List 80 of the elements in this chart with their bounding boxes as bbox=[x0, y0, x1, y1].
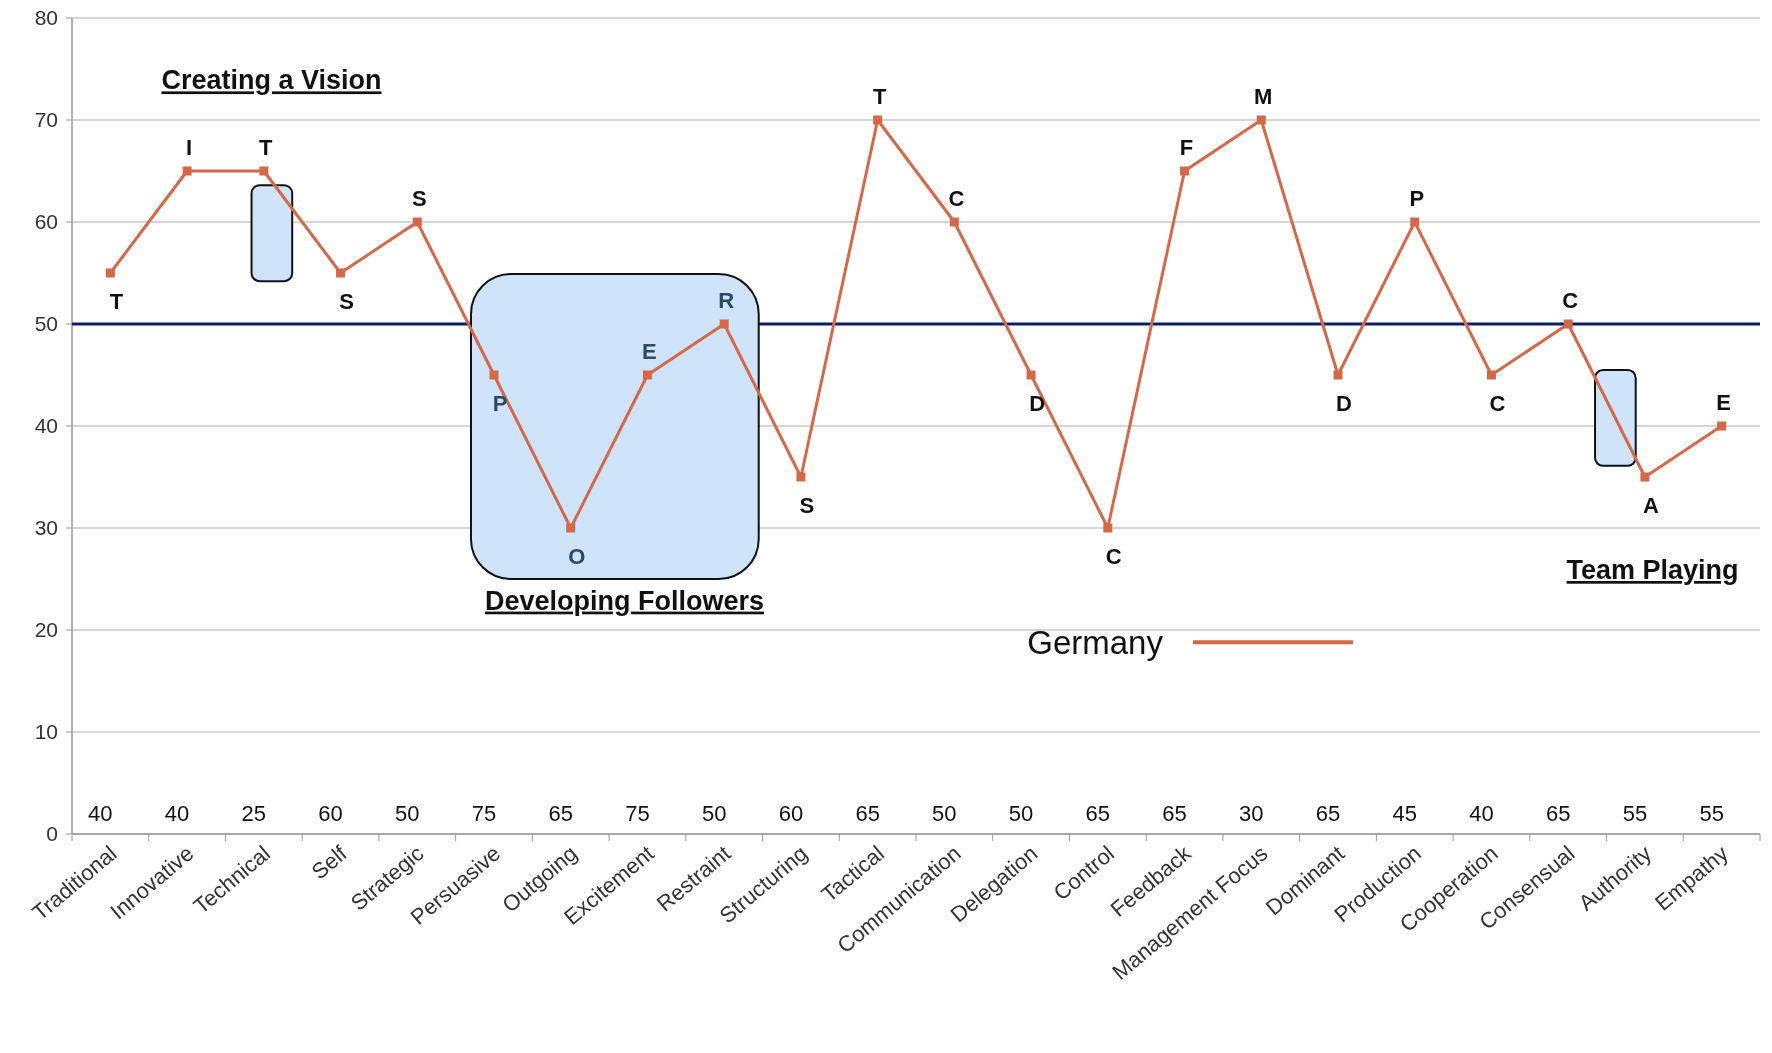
point bbox=[1026, 370, 1036, 380]
point bbox=[489, 370, 499, 380]
point bbox=[1486, 370, 1496, 380]
annotation: C bbox=[1562, 288, 1579, 313]
annotation: C bbox=[948, 186, 965, 211]
annotation: S bbox=[411, 186, 427, 211]
x-tick-label: Self bbox=[306, 840, 353, 885]
annotation: Developing Followers bbox=[484, 585, 764, 616]
annotation: 50 bbox=[932, 801, 957, 827]
annotation: 40 bbox=[164, 801, 190, 827]
annotation: P bbox=[492, 391, 508, 416]
point bbox=[566, 523, 576, 533]
annotation: 50 bbox=[701, 801, 727, 827]
point bbox=[1640, 472, 1650, 482]
annotation: M bbox=[1254, 84, 1273, 109]
annotation: 60 bbox=[778, 801, 804, 827]
annotation: 75 bbox=[625, 801, 650, 827]
y-tick-label: 30 bbox=[34, 516, 58, 540]
annotation: T bbox=[872, 84, 887, 109]
y-tick-label: 40 bbox=[34, 414, 58, 438]
annotation: E bbox=[1716, 390, 1731, 415]
annotation: 60 bbox=[318, 801, 343, 827]
annotation: C bbox=[1489, 391, 1506, 416]
annotation: T bbox=[259, 135, 274, 160]
point bbox=[1256, 115, 1266, 125]
y-tick-label: 80 bbox=[34, 6, 58, 30]
point bbox=[1333, 370, 1343, 380]
annotation: 75 bbox=[471, 801, 497, 827]
y-tick-label: 60 bbox=[34, 210, 58, 234]
annotation: C bbox=[1105, 544, 1122, 569]
annotation: 50 bbox=[395, 801, 420, 827]
annotation: R bbox=[718, 288, 735, 313]
point bbox=[1180, 166, 1190, 176]
annotation: 40 bbox=[88, 801, 113, 827]
annotation: 65 bbox=[1315, 801, 1341, 827]
annotation: T bbox=[109, 289, 124, 314]
y-tick-label: 70 bbox=[34, 108, 58, 132]
point bbox=[719, 319, 729, 329]
y-tick-label: 50 bbox=[34, 312, 58, 336]
point bbox=[642, 370, 652, 380]
annotation: F bbox=[1179, 135, 1194, 160]
annotation: 25 bbox=[241, 801, 267, 827]
annotation: Creating a Vision bbox=[161, 65, 382, 96]
annotation: Team Playing bbox=[1566, 555, 1739, 585]
annotation: D bbox=[1029, 391, 1046, 416]
annotation: 65 bbox=[1085, 801, 1111, 827]
point bbox=[1103, 523, 1113, 533]
annotation: 55 bbox=[1622, 801, 1648, 827]
point bbox=[105, 268, 115, 278]
point bbox=[182, 166, 192, 176]
point bbox=[259, 166, 269, 176]
annotation: S bbox=[799, 493, 815, 518]
point bbox=[1717, 421, 1727, 431]
point bbox=[1563, 319, 1573, 329]
annotation: 65 bbox=[548, 801, 573, 827]
annotation: D bbox=[1336, 391, 1352, 416]
annotation: 45 bbox=[1392, 801, 1417, 827]
y-tick-label: 20 bbox=[34, 618, 58, 642]
annotation: O bbox=[568, 544, 586, 569]
point bbox=[412, 217, 422, 227]
annotation: I bbox=[186, 135, 193, 160]
annotation: A bbox=[1642, 493, 1659, 518]
point bbox=[1410, 217, 1420, 227]
point bbox=[873, 115, 883, 125]
annotation: 65 bbox=[1545, 801, 1571, 827]
y-tick-label: 10 bbox=[34, 720, 58, 744]
annotation: 40 bbox=[1469, 801, 1494, 827]
annotation: 50 bbox=[1008, 801, 1034, 827]
annotation: 65 bbox=[855, 801, 880, 827]
point bbox=[796, 472, 806, 482]
y-tick-label: 0 bbox=[46, 822, 58, 846]
annotation: E bbox=[642, 339, 657, 364]
annotation: 30 bbox=[1239, 801, 1264, 827]
annotation: S bbox=[339, 289, 354, 314]
annotation: P bbox=[1409, 186, 1425, 211]
annotation: 55 bbox=[1699, 801, 1724, 827]
point bbox=[336, 268, 346, 278]
annotation: 65 bbox=[1162, 801, 1187, 827]
point bbox=[949, 217, 959, 227]
legend-label: Germany bbox=[1027, 623, 1164, 661]
